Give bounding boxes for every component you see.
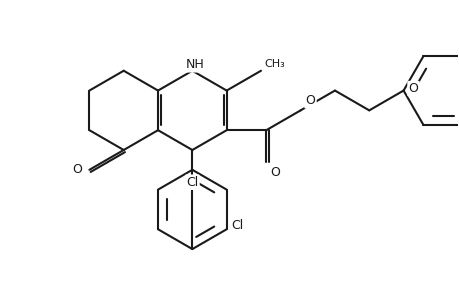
Text: O: O <box>73 163 82 176</box>
Text: Cl: Cl <box>186 176 198 189</box>
Text: O: O <box>270 166 280 179</box>
Text: Cl: Cl <box>231 219 243 232</box>
Text: O: O <box>408 82 418 95</box>
Text: O: O <box>305 94 315 107</box>
Text: NH: NH <box>185 58 204 71</box>
Text: CH₃: CH₃ <box>263 59 284 69</box>
